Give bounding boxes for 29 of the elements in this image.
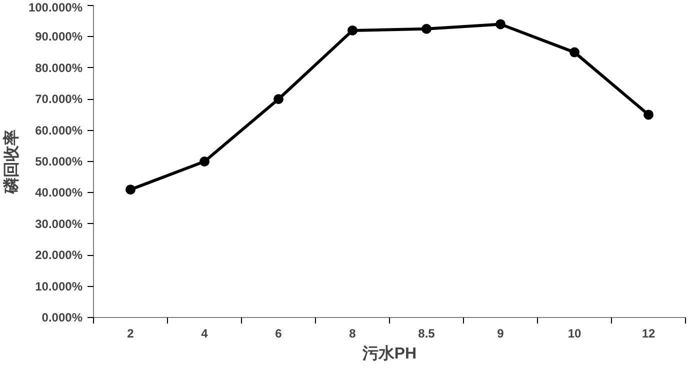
y-tick-label: 40.000% [35, 186, 83, 200]
x-tick-label: 10 [568, 326, 582, 340]
y-tick-label: 10.000% [35, 279, 83, 294]
point [496, 19, 506, 30]
y-tick-label: 0.000% [42, 310, 83, 324]
point [348, 25, 358, 36]
point [200, 156, 210, 166]
y-tick-label: 90.000% [35, 30, 83, 44]
point [570, 47, 580, 58]
y-tick-label: 30.000% [35, 216, 83, 231]
point [274, 94, 284, 104]
x-tick-label: 2 [127, 326, 134, 340]
y-tick-label: 20.000% [35, 248, 83, 262]
x-axis-title: 污水PH [361, 344, 417, 362]
x-tick-label: 4 [201, 326, 208, 340]
y-tick-label: 50.000% [35, 154, 83, 168]
y-tick-label: 80.000% [35, 60, 83, 75]
y-tick-label: 70.000% [35, 92, 83, 106]
point [126, 184, 136, 195]
y-tick-label: 100.000% [28, 0, 83, 14]
x-tick-label: 9 [497, 326, 504, 340]
y-tick-label: 60.000% [35, 123, 83, 138]
y-axis-title: 磷回收率 [1, 130, 20, 194]
point [422, 24, 432, 34]
x-tick-label: 6 [275, 326, 282, 340]
x-tick-label: 8 [349, 326, 356, 340]
x-tick-label: 12 [642, 326, 656, 340]
x-tick-label: 8.5 [418, 326, 436, 340]
point [644, 110, 654, 120]
